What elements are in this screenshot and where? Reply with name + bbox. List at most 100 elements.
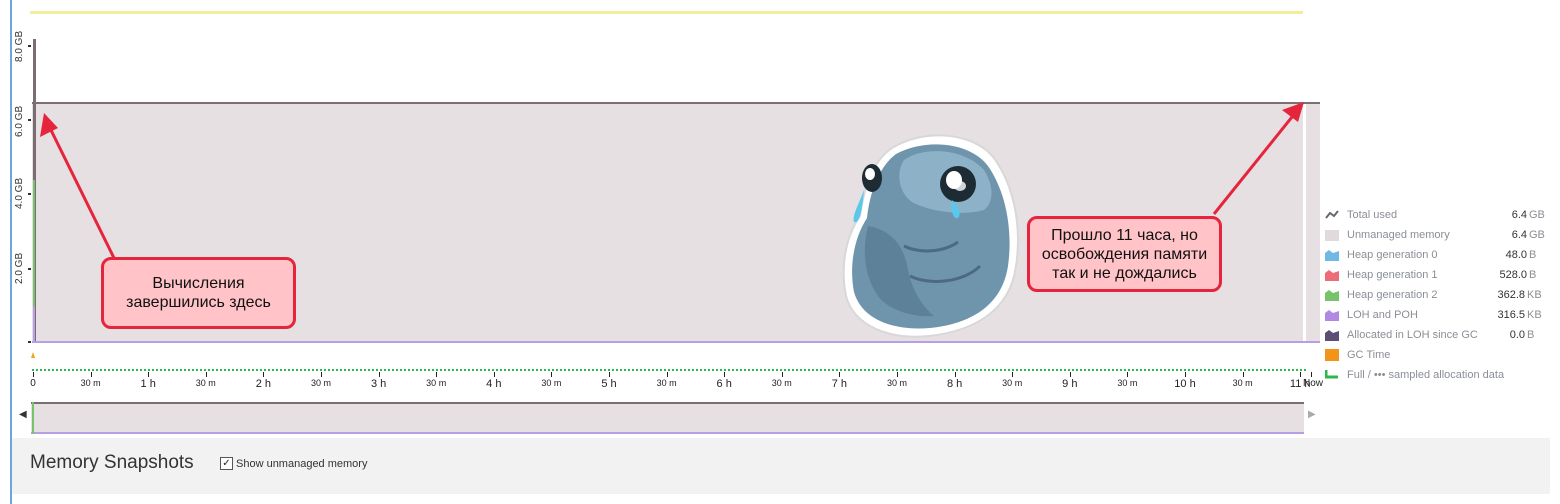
y-tick (28, 193, 31, 195)
heap-gen2-spike (33, 180, 35, 341)
top-highlight-line (30, 11, 1303, 14)
x-tick-label: 1 h (140, 378, 156, 390)
x-tick-label: 30 m (656, 378, 677, 388)
x-tick (1069, 372, 1071, 377)
x-tick-label: 30 m (310, 378, 332, 388)
x-tick (781, 372, 783, 377)
x-tick-label: 9 h (1062, 378, 1078, 390)
x-tick (1185, 372, 1186, 377)
x-tick-label: 30 m (426, 378, 447, 388)
x-tick (609, 372, 610, 377)
callout-memory-not-released: Прошло 11 часа, но освобождения памяти т… (1027, 216, 1222, 292)
legend-label: Heap generation 1 (1347, 269, 1438, 281)
x-tick (493, 372, 495, 377)
x-tick (551, 372, 553, 377)
x-tick-label: 30 m (1117, 378, 1138, 388)
loh-poh-line (32, 341, 1320, 343)
area-icon (1325, 270, 1339, 281)
memory-snapshots-panel (12, 438, 1550, 494)
legend-value: 6.4 (1511, 229, 1527, 241)
legend-unit: GB (1529, 229, 1545, 241)
legend-label: Heap generation 2 (1347, 289, 1438, 301)
x-tick (954, 372, 956, 377)
legend-label: Unmanaged memory (1347, 229, 1450, 241)
x-tick (205, 372, 207, 377)
area-icon (1325, 330, 1339, 341)
legend-value: 0.0 (1509, 329, 1525, 341)
area-icon (1325, 250, 1339, 261)
loh-spike (33, 306, 35, 341)
total-used-line (32, 102, 1320, 104)
x-tick-label: 5 h (601, 378, 617, 390)
x-tick-label: 30 m (195, 378, 216, 388)
area-icon (1325, 310, 1339, 321)
show-unmanaged-label[interactable]: Show unmanaged memory (236, 458, 368, 470)
x-tick-label: 7 h (831, 378, 848, 390)
crying-elephant-icon (842, 134, 1019, 338)
x-tick (90, 372, 92, 377)
legend-label: Allocated in LOH since GC (1347, 329, 1478, 341)
x-tick (148, 372, 150, 377)
gc-time-marker (31, 352, 35, 358)
x-tick-label: 30 m (886, 378, 908, 388)
area-icon (1325, 290, 1339, 301)
right-arrow-line (1212, 111, 1298, 215)
x-tick-label: 3 h (370, 378, 387, 390)
x-tick (1311, 372, 1312, 377)
x-tick (321, 372, 322, 377)
now-marker (1303, 104, 1306, 341)
x-tick (263, 372, 265, 377)
x-tick-label: 30 m (1232, 378, 1253, 388)
x-tick-label: 11 h (1289, 378, 1311, 390)
x-tick (436, 372, 438, 377)
square-icon (1325, 349, 1339, 361)
x-tick (897, 372, 898, 377)
y-tick (28, 341, 31, 343)
callout-computations-finished: Вычисления завершились здесь (101, 257, 296, 329)
overview-spike (32, 402, 34, 434)
x-tick (1242, 372, 1244, 377)
elephant-sticker (834, 126, 1024, 342)
x-tick-label: 30 m (80, 378, 101, 388)
x-tick (724, 372, 726, 377)
x-tick (839, 372, 841, 377)
legend-value: 48.0 (1505, 249, 1527, 261)
legend-label: Full / ••• sampled allocation data (1347, 369, 1505, 381)
x-tick (1127, 372, 1129, 377)
legend-label: GC Time (1347, 349, 1391, 361)
legend-unit: KB (1527, 289, 1542, 301)
show-unmanaged-checkbox[interactable]: ✓ (220, 457, 233, 470)
legend-unit: KB (1527, 309, 1542, 321)
left-rule (10, 0, 12, 504)
x-tick-label: 8 h (946, 378, 963, 390)
x-tick (33, 372, 34, 377)
scroll-left-icon[interactable]: ◀ (19, 409, 27, 420)
x-tick (1300, 372, 1302, 377)
legend-label: Heap generation 0 (1347, 249, 1438, 261)
x-tick-label: 2 h (255, 378, 272, 390)
right-arrowhead-icon (1282, 102, 1304, 122)
y-tick (28, 268, 31, 270)
x-tick (666, 372, 668, 377)
legend-unit: B (1527, 329, 1535, 341)
x-tick-label: 4 h (486, 378, 502, 390)
left-arrow-line (46, 123, 116, 259)
legend-unit: B (1529, 269, 1537, 281)
legend-unit: GB (1529, 209, 1545, 221)
y-tick (28, 45, 31, 47)
scroll-right-icon[interactable]: ▶ (1308, 409, 1316, 420)
x-tick-label: 0 (30, 378, 36, 389)
sampled-allocation-line (32, 369, 1306, 371)
legend-value: 528.0 (1499, 269, 1527, 281)
legend-label: LOH and POH (1347, 309, 1418, 321)
legend-value: 362.8 (1497, 289, 1525, 301)
x-tick (378, 372, 380, 377)
legend-value: 316.5 (1497, 309, 1525, 321)
area-icon (1325, 230, 1339, 241)
legend-value: 6.4 (1511, 209, 1527, 221)
step-icon (1325, 370, 1338, 379)
left-arrowhead-icon (40, 113, 58, 137)
overview-track[interactable] (31, 402, 1304, 434)
x-tick-label: 30 m (1002, 378, 1023, 388)
line-icon (1325, 210, 1339, 219)
